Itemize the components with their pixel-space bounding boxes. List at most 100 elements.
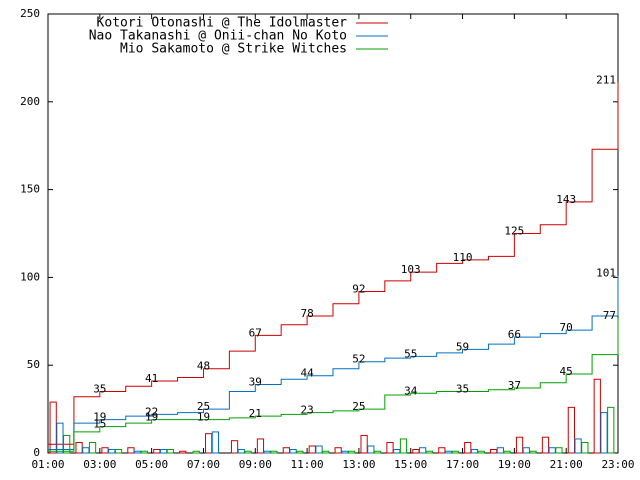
count-bar	[503, 450, 511, 454]
count-bar	[574, 438, 582, 454]
count-bar	[134, 450, 142, 454]
count-bar	[140, 450, 148, 454]
data-label: 110	[453, 251, 473, 264]
count-bar	[166, 448, 174, 454]
x-tick-label: 09:00	[239, 458, 272, 471]
count-bar	[425, 450, 433, 454]
count-bar	[490, 448, 498, 454]
data-label: 37	[508, 379, 521, 392]
count-bar	[438, 447, 446, 454]
count-bar	[114, 448, 123, 454]
count-bar	[282, 447, 290, 454]
count-bar	[49, 401, 57, 454]
count-bar	[75, 441, 83, 454]
count-bar	[315, 445, 323, 454]
data-label: 77	[603, 309, 616, 322]
data-label: 25	[197, 400, 210, 413]
data-label: 70	[560, 321, 573, 334]
count-bar	[522, 447, 530, 454]
data-label: 48	[197, 360, 210, 373]
count-bar	[341, 450, 349, 454]
count-bar	[348, 450, 356, 454]
y-tick-label: 150	[20, 183, 40, 196]
count-bar	[192, 450, 200, 454]
count-bar	[56, 422, 64, 454]
series-line	[48, 82, 619, 445]
legend-label: Kotori Otonashi @ The Idolmaster	[97, 16, 348, 31]
count-bar	[555, 447, 563, 454]
data-label: 22	[145, 405, 158, 418]
data-label: 21	[249, 407, 262, 420]
count-bar	[244, 450, 252, 454]
count-bar	[600, 412, 608, 454]
data-label: 67	[249, 326, 262, 339]
x-tick-label: 03:00	[83, 458, 116, 471]
data-label: 19	[197, 411, 210, 424]
count-bar	[567, 406, 575, 454]
count-bar	[159, 448, 168, 454]
count-bar	[393, 448, 401, 454]
count-bar	[82, 447, 90, 454]
count-bar	[496, 447, 504, 454]
count-bar	[88, 441, 97, 454]
count-bar	[412, 448, 420, 454]
x-tick-label: 11:00	[291, 458, 324, 471]
x-tick-label: 17:00	[446, 458, 479, 471]
count-bar	[179, 450, 187, 454]
data-label: 35	[93, 383, 106, 396]
x-tick-label: 21:00	[550, 458, 583, 471]
data-label: 35	[456, 383, 469, 396]
count-bar	[581, 441, 589, 454]
count-bar	[101, 447, 109, 454]
count-bar	[367, 445, 375, 454]
count-bar	[237, 448, 245, 454]
count-bar	[270, 450, 278, 454]
count-bar	[515, 436, 524, 454]
data-label: 211	[596, 73, 616, 86]
y-tick-label: 250	[20, 7, 40, 20]
count-bar	[541, 436, 550, 454]
data-label: 55	[404, 347, 417, 360]
data-label: 59	[456, 340, 469, 353]
count-bar	[263, 450, 271, 454]
count-bar	[529, 450, 537, 454]
data-label: 78	[300, 307, 313, 320]
count-bar	[386, 441, 394, 454]
count-bar	[322, 450, 330, 454]
series-line	[48, 317, 619, 452]
legend-label: Mio Sakamoto @ Strike Witches	[120, 42, 347, 57]
plot-frame	[47, 13, 619, 454]
x-tick-label: 23:00	[601, 458, 634, 471]
x-tick-label: 15:00	[394, 458, 427, 471]
x-tick-label: 01:00	[31, 458, 64, 471]
data-label: 92	[352, 282, 365, 295]
data-label: 103	[401, 263, 421, 276]
data-label: 39	[249, 376, 262, 389]
data-label: 45	[560, 365, 573, 378]
series-line	[48, 275, 619, 450]
count-bar	[296, 450, 304, 454]
count-bar	[230, 440, 239, 454]
count-bar	[607, 406, 615, 454]
data-label: 125	[504, 225, 524, 238]
data-label: 143	[556, 193, 576, 206]
count-bar	[399, 438, 408, 454]
count-bar	[593, 378, 601, 454]
data-label: 52	[352, 353, 365, 366]
data-label: 101	[596, 267, 616, 280]
count-bar	[211, 431, 219, 454]
count-bar	[108, 448, 116, 454]
data-label: 19	[93, 411, 106, 424]
count-bar	[153, 448, 161, 454]
count-bar	[548, 447, 556, 454]
count-bar	[334, 447, 342, 454]
count-bar	[444, 450, 453, 454]
count-bar	[419, 447, 427, 454]
count-bar	[373, 450, 382, 454]
data-label: 44	[300, 367, 314, 380]
count-bar	[464, 441, 472, 454]
count-bar	[127, 447, 135, 454]
data-label: 34	[404, 384, 418, 397]
count-bar	[289, 448, 297, 454]
